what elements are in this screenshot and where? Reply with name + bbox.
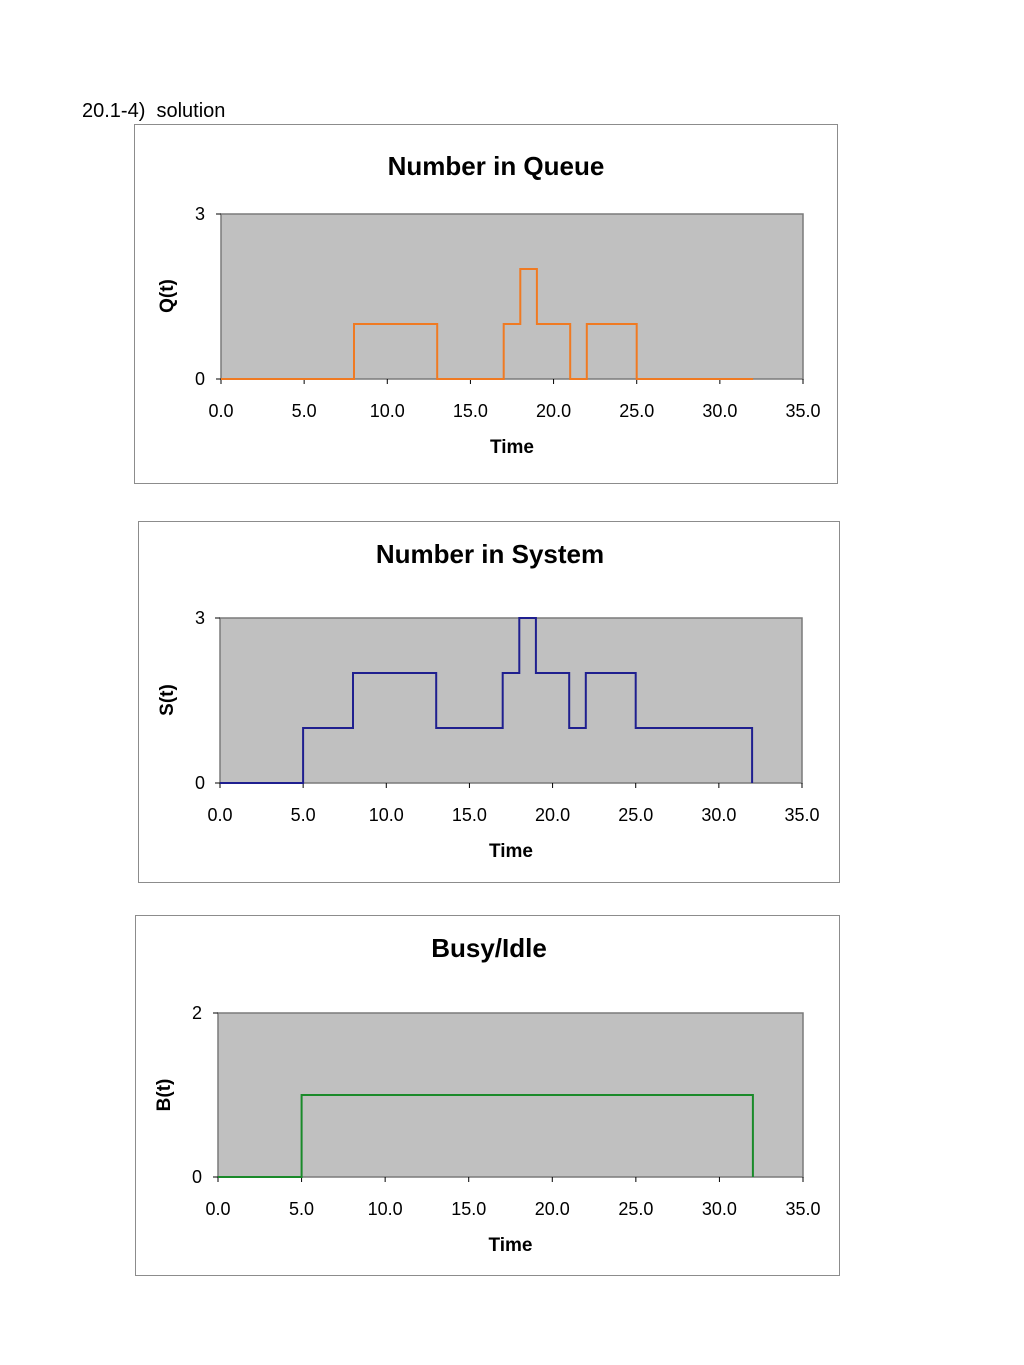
x-tick-label: 0.0 (205, 1199, 230, 1219)
x-tick-label: 10.0 (369, 805, 404, 825)
x-tick-label: 20.0 (536, 401, 571, 421)
y-tick-label: 3 (195, 608, 205, 628)
x-tick-label: 30.0 (701, 805, 736, 825)
x-tick-label: 25.0 (618, 805, 653, 825)
series-line (220, 617, 754, 784)
x-tick-label: 5.0 (291, 805, 316, 825)
x-tick-label: 5.0 (289, 1199, 314, 1219)
series-line (218, 1094, 754, 1178)
series-line (221, 268, 754, 380)
y-tick-label: 2 (192, 1003, 202, 1023)
x-tick-label: 15.0 (451, 1199, 486, 1219)
y-tick-label: 3 (195, 204, 205, 224)
busy-idle-chart: Busy/Idle 0 2 0.0 5.0 10.0 15.0 20.0 25.0 30.0 35.… (135, 915, 840, 1276)
chart-title: Number in Queue (388, 151, 605, 181)
x-tick-label: 30.0 (702, 401, 737, 421)
x-axis-label: Time (490, 437, 534, 458)
y-axis-label: B(t) (154, 1079, 175, 1112)
x-tick-label: 0.0 (208, 401, 233, 421)
plot-area (220, 213, 804, 380)
page-heading: 20.1-4) solution (82, 100, 226, 122)
chart-title: Number in System (376, 539, 604, 569)
y-tick-label: 0 (195, 773, 205, 793)
y-axis-label: Q(t) (157, 279, 178, 313)
x-tick-label: 35.0 (784, 805, 819, 825)
x-tick-label: 35.0 (785, 401, 820, 421)
x-tick-label: 25.0 (618, 1199, 653, 1219)
x-tick-label: 20.0 (535, 1199, 570, 1219)
x-tick-label: 10.0 (370, 401, 405, 421)
x-axis-label: Time (488, 1235, 532, 1256)
x-tick-label: 15.0 (452, 805, 487, 825)
x-tick-label: 15.0 (453, 401, 488, 421)
x-tick-label: 10.0 (368, 1199, 403, 1219)
x-tick-label: 0.0 (207, 805, 232, 825)
x-tick-label: 20.0 (535, 805, 570, 825)
x-tick-label: 30.0 (702, 1199, 737, 1219)
system-chart: Number in System 0 3 0.0 5.0 10.0 15.0 20.0 25.0… (138, 521, 840, 883)
queue-chart: Number in Queue 0 3 0.0 5.0 10.0 15.0 20.0 25.0 3… (134, 124, 838, 484)
y-axis-label: S(t) (157, 684, 178, 716)
y-tick-label: 0 (192, 1167, 202, 1187)
x-axis-label: Time (489, 841, 533, 862)
x-tick-label: 5.0 (292, 401, 317, 421)
x-tick-label: 35.0 (785, 1199, 820, 1219)
chart-title: Busy/Idle (431, 933, 547, 963)
y-tick-label: 0 (195, 369, 205, 389)
x-tick-label: 25.0 (619, 401, 654, 421)
plot-area (219, 617, 803, 784)
